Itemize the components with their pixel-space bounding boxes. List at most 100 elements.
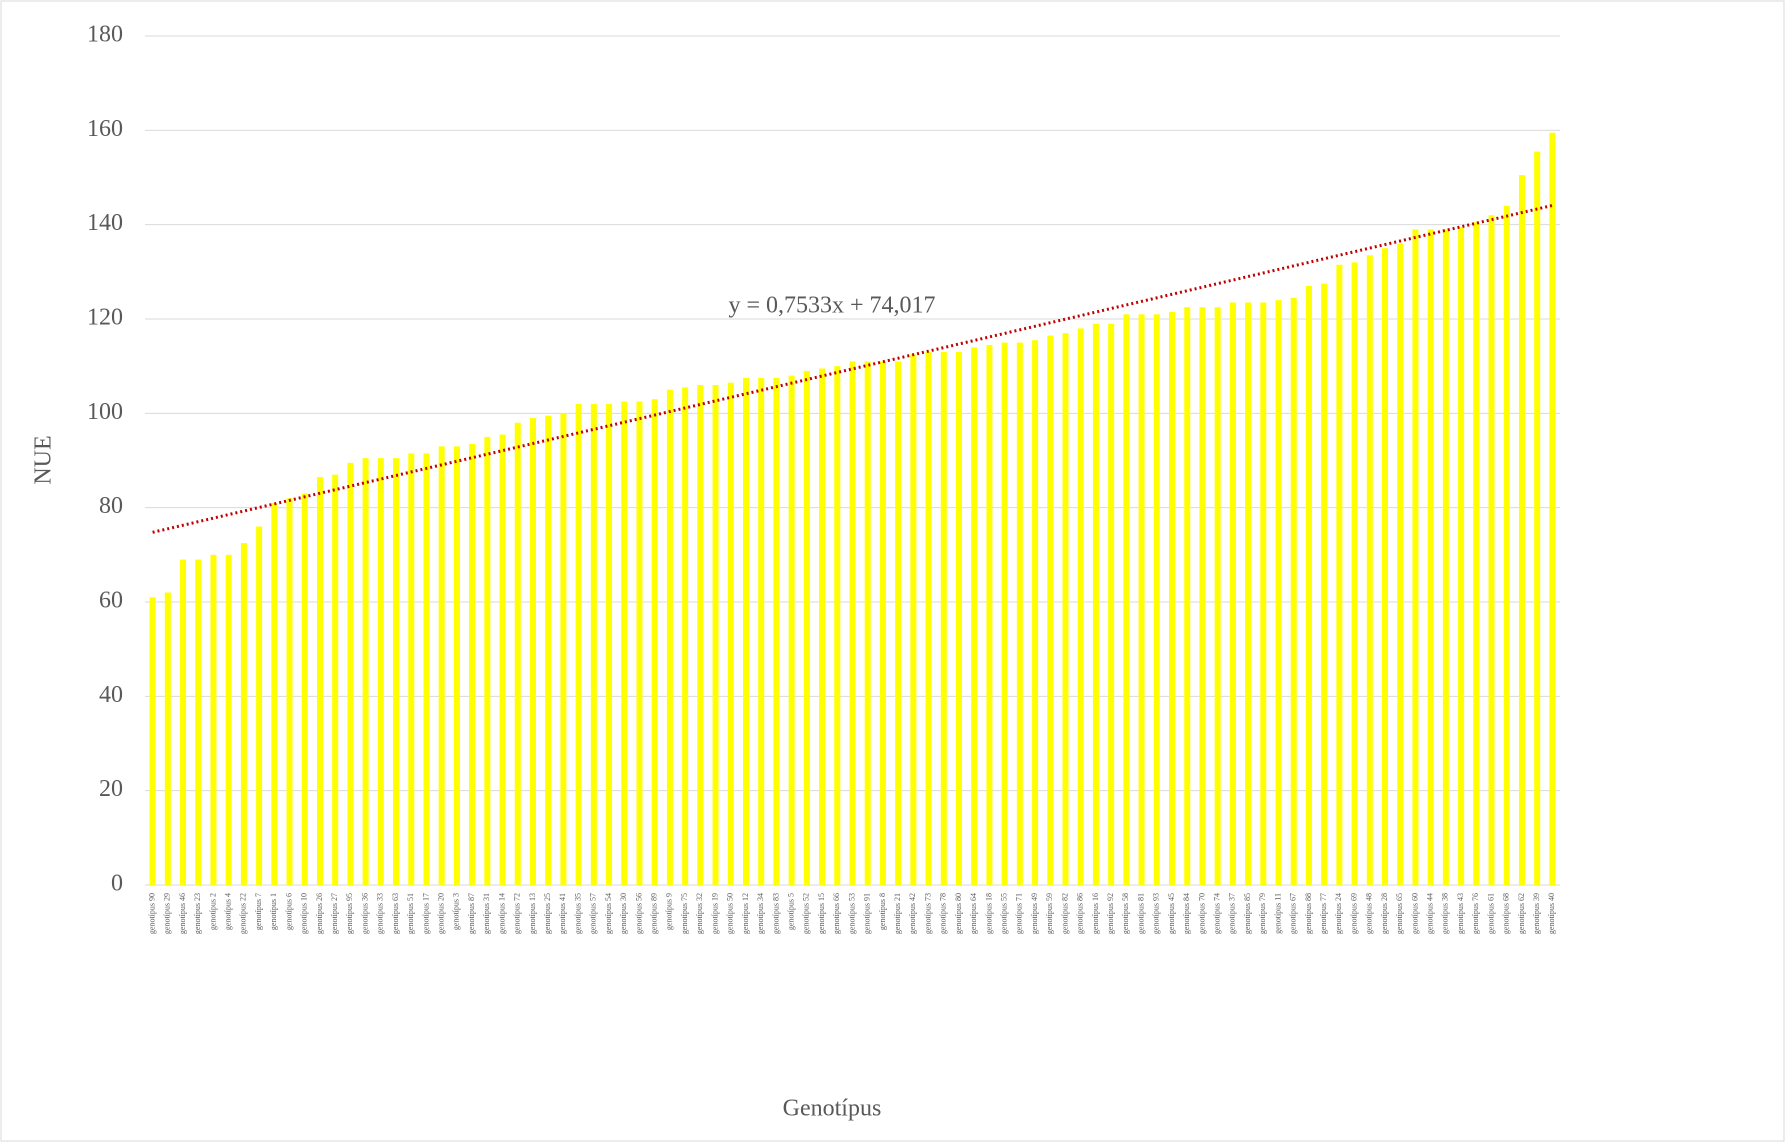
bar [377, 458, 384, 885]
bar [682, 387, 689, 885]
x-tick-label: genotípus 85 [1243, 893, 1252, 934]
x-tick-label: genotípus 48 [1365, 893, 1374, 934]
x-tick-label: genotípus 90 [147, 893, 156, 934]
x-tick-label: genotípus 33 [376, 893, 385, 934]
bar [529, 418, 536, 885]
x-tick-label: genotípus 70 [1197, 893, 1206, 934]
y-tick-label: 140 [87, 210, 123, 236]
bar [1412, 229, 1419, 886]
x-tick-label: genotípus 10 [300, 893, 309, 934]
x-tick-label: genotípus 8 [878, 893, 887, 930]
x-tick-label: genotípus 73 [923, 893, 932, 934]
bar [1199, 307, 1206, 885]
x-tick-label: genotípus 55 [999, 893, 1008, 934]
x-tick-label: genotípus 27 [330, 893, 339, 934]
x-tick-label: genotípus 16 [1091, 893, 1100, 934]
bar [834, 366, 841, 886]
x-tick-label: genotípus 49 [1030, 893, 1039, 934]
x-tick-label: genotípus 26 [315, 893, 324, 934]
bar [1290, 297, 1297, 885]
bar [1138, 314, 1145, 885]
x-tick-label: genotípus 72 [513, 893, 522, 934]
x-tick-label: genotípus 81 [1136, 893, 1145, 934]
x-tick-label: genotípus 22 [239, 893, 248, 934]
bar [986, 344, 993, 886]
x-tick-label: genotípus 61 [1486, 893, 1495, 934]
x-tick-label: genotípus 28 [1380, 893, 1389, 934]
x-tick-label: genotípus 45 [1167, 893, 1176, 934]
bar [1245, 302, 1252, 885]
x-tick-label: genotípus 7 [254, 893, 263, 930]
x-tick-label: genotípus 68 [1502, 893, 1511, 934]
bar [393, 458, 400, 885]
bar [1032, 340, 1039, 886]
x-tick-label: genotípus 41 [558, 893, 567, 934]
x-axis-label: Genotípus [783, 1096, 882, 1122]
x-tick-label: genotípus 15 [817, 893, 826, 934]
y-tick-label: 180 [87, 22, 123, 48]
bar [727, 382, 734, 885]
x-tick-label: genotípus 84 [1182, 893, 1191, 934]
bar [1108, 323, 1115, 885]
x-tick-label: genotípus 1 [269, 893, 278, 930]
bar [803, 370, 810, 886]
x-tick-label: genotípus 78 [939, 893, 948, 934]
y-tick-label: 160 [87, 116, 123, 142]
y-tick-label: 0 [111, 871, 123, 897]
x-tick-label: genotípus 34 [756, 893, 765, 934]
bar [1336, 264, 1343, 886]
y-tick-label: 100 [87, 399, 123, 425]
bar [514, 422, 521, 885]
x-tick-label: genotípus 93 [1152, 893, 1161, 934]
bar [438, 446, 445, 885]
x-tick-label: genotípus 17 [421, 893, 430, 934]
bar [697, 385, 704, 885]
bar [621, 401, 628, 885]
bar [180, 559, 187, 885]
bar [560, 413, 567, 885]
x-tick-label: genotípus 83 [771, 893, 780, 934]
y-tick-label: 120 [87, 305, 123, 331]
x-tick-label: genotípus 59 [1045, 893, 1054, 934]
bar [849, 361, 856, 885]
bar [301, 493, 308, 885]
trendline-equation: y = 0,7533x + 74,017 [728, 293, 935, 319]
x-tick-label: genotípus 71 [1015, 893, 1024, 934]
x-tick-label: genotípus 74 [1212, 893, 1221, 934]
x-tick-label: genotípus 11 [1273, 893, 1282, 934]
x-tick-label: genotípus 75 [680, 893, 689, 934]
x-tick-label: genotípus 63 [391, 893, 400, 934]
y-axis-label: NUE [31, 435, 57, 484]
bar [256, 526, 263, 885]
x-tick-label: genotípus 43 [1456, 893, 1465, 934]
x-tick-label: genotípus 5 [786, 893, 795, 930]
bar [240, 543, 247, 885]
y-tick-label: 20 [99, 776, 123, 802]
bar [1153, 314, 1160, 885]
x-tick-label: genotípus 66 [832, 893, 841, 934]
bar [606, 403, 613, 885]
x-tick-label: genotípus 95 [345, 893, 354, 934]
bar [712, 385, 719, 885]
bar [423, 453, 430, 885]
bar [1047, 335, 1054, 886]
x-tick-label: genotípus 29 [163, 893, 172, 934]
x-tick-label: genotípus 31 [482, 893, 491, 934]
x-tick-label: genotípus 46 [178, 893, 187, 934]
x-tick-label: genotípus 89 [650, 893, 659, 934]
bar [971, 347, 978, 885]
x-tick-label: genotípus 52 [802, 893, 811, 934]
bar [1458, 227, 1465, 885]
bar [956, 352, 963, 885]
x-tick-label: genotípus 23 [193, 893, 202, 934]
x-tick-label: genotípus 9 [665, 893, 674, 930]
x-tick-label: genotípus 35 [573, 893, 582, 934]
x-tick-label: genotípus 38 [1441, 893, 1450, 934]
bar [742, 377, 749, 885]
x-tick-label: genotípus 2 [208, 893, 217, 930]
bar [362, 458, 369, 885]
bar [1260, 302, 1267, 885]
x-tick-label: genotípus 56 [634, 893, 643, 934]
x-tick-label: genotípus 32 [695, 893, 704, 934]
